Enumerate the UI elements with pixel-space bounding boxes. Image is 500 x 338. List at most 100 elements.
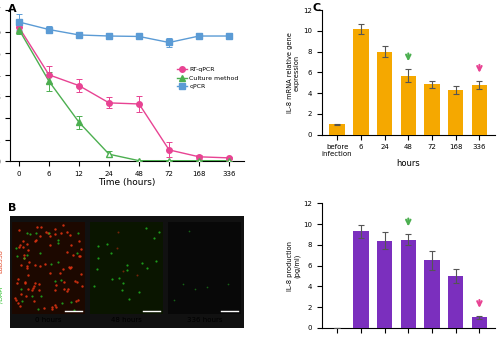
Point — [112, 245, 120, 251]
Text: Eub338: Eub338 — [0, 249, 3, 273]
Point — [32, 237, 40, 242]
Bar — [424, 260, 440, 328]
Point — [70, 252, 78, 258]
Point — [64, 288, 72, 294]
Point — [47, 262, 55, 267]
Point — [37, 224, 45, 230]
Point — [42, 229, 50, 235]
Point — [36, 250, 44, 256]
Text: C: C — [313, 3, 321, 13]
Point — [48, 304, 56, 310]
Point — [52, 283, 60, 288]
Bar — [448, 276, 464, 328]
Point — [72, 298, 80, 303]
Point — [12, 297, 20, 303]
Point — [120, 280, 128, 286]
Point — [118, 288, 126, 293]
Point — [51, 278, 59, 284]
Bar — [377, 52, 392, 135]
Point — [25, 259, 33, 264]
Point — [14, 301, 22, 306]
Point — [93, 266, 101, 272]
Point — [51, 288, 59, 293]
Point — [103, 241, 111, 247]
Point — [126, 296, 134, 301]
Point — [170, 298, 178, 303]
Point — [15, 227, 23, 233]
Text: B: B — [8, 203, 16, 213]
Point — [70, 307, 78, 312]
Point — [64, 286, 72, 291]
Point — [30, 280, 38, 286]
Point — [56, 271, 64, 276]
Point — [16, 263, 24, 268]
X-axis label: hours: hours — [396, 159, 420, 168]
Point — [30, 283, 38, 288]
Point — [12, 245, 20, 250]
Text: 48 hours: 48 hours — [111, 317, 142, 323]
Point — [192, 286, 200, 291]
Point — [107, 250, 115, 255]
Point — [18, 291, 25, 297]
Point — [56, 277, 64, 283]
Point — [11, 295, 19, 300]
Point — [94, 243, 102, 248]
Point — [75, 238, 83, 243]
Point — [46, 242, 54, 248]
Point — [22, 281, 30, 286]
Bar — [377, 241, 392, 328]
Text: 336 hours: 336 hours — [187, 317, 222, 323]
Point — [24, 272, 32, 277]
Point — [76, 253, 84, 258]
Point — [78, 283, 86, 289]
Point — [36, 233, 44, 239]
Bar — [12, 222, 85, 314]
Point — [35, 287, 43, 292]
Point — [63, 229, 71, 235]
Point — [90, 284, 98, 289]
Point — [54, 240, 62, 246]
Point — [24, 230, 32, 235]
Y-axis label: IL-8 production
(pg/ml): IL-8 production (pg/ml) — [286, 241, 300, 291]
Point — [36, 264, 44, 269]
Point — [16, 242, 24, 247]
Point — [16, 303, 24, 308]
Point — [152, 258, 160, 264]
Point — [94, 256, 102, 261]
Bar — [472, 85, 487, 135]
Legend: RT-qPCR, Culture method, qPCR: RT-qPCR, Culture method, qPCR — [175, 65, 241, 92]
Point — [18, 245, 26, 250]
Point — [68, 299, 76, 305]
Point — [33, 224, 41, 229]
Point — [23, 241, 31, 246]
Point — [203, 285, 211, 290]
Point — [22, 293, 30, 299]
Point — [37, 293, 45, 299]
Point — [20, 255, 28, 260]
Point — [114, 230, 122, 235]
Point — [108, 276, 116, 281]
Point — [48, 307, 56, 312]
Point — [52, 226, 60, 232]
Point — [13, 280, 21, 285]
Point — [23, 263, 31, 269]
Text: 0 hours: 0 hours — [36, 317, 62, 323]
Point — [74, 297, 82, 303]
Point — [59, 267, 67, 272]
X-axis label: Time (hours): Time (hours) — [98, 178, 156, 187]
Bar — [90, 222, 163, 314]
Point — [74, 250, 82, 256]
Bar — [330, 124, 345, 135]
Point — [29, 286, 37, 291]
Point — [26, 231, 34, 237]
Point — [123, 262, 131, 268]
Point — [23, 265, 31, 270]
Bar — [353, 231, 368, 328]
Point — [54, 237, 62, 242]
Point — [76, 271, 84, 277]
Point — [24, 287, 32, 292]
Point — [66, 233, 74, 238]
Point — [40, 305, 48, 311]
Point — [74, 230, 82, 236]
Point — [67, 242, 75, 247]
